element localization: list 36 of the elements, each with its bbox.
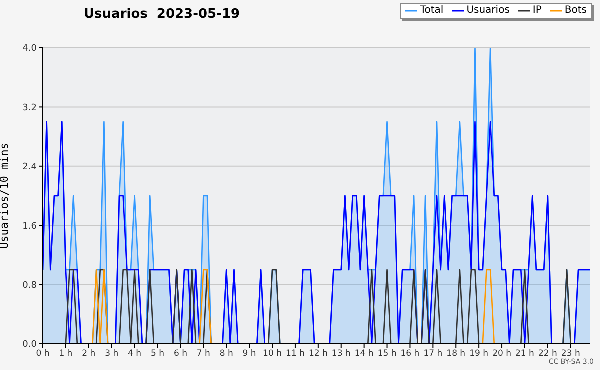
legend-label: Bots [564,4,587,18]
x-tick-label: 18 h [446,349,466,360]
x-tick-label: 1 h [59,349,73,360]
x-tick-label: 7 h [196,349,210,360]
x-tick-label: 8 h [220,349,234,360]
x-tick-label: 5 h [151,349,165,360]
y-tick-label: 0.8 [22,280,38,291]
x-tick-label: 21 h [516,349,534,360]
y-tick-label: 1.6 [22,222,38,232]
chart-title: Usuarios 2023-05-19 [84,7,240,22]
x-tick-label: 17 h [424,349,443,360]
x-tick-label: 11 h [286,349,305,360]
x-tick-label: 2 h [82,349,96,360]
y-tick-label: 2.4 [22,162,38,173]
x-tick-label: 16 h [400,349,420,360]
x-tick-label: 15 h [378,349,397,360]
y-tick-label: 4.0 [22,44,38,54]
x-tick-label: 22 h [538,349,558,360]
x-tick-label: 4 h [128,349,142,360]
x-tick-label: 14 h [354,349,374,360]
y-tick-label: 3.2 [22,103,37,114]
x-tick-label: 0 h [36,349,50,360]
x-tick-label: 9 h [242,349,256,360]
x-tick-label: 23 h [561,349,580,360]
x-tick-label: 20 h [492,349,512,360]
legend-label: Usuarios [466,4,510,18]
x-tick-label: 12 h [308,349,328,360]
legend-label: Total [420,4,444,18]
x-tick-label: 10 h [263,349,282,360]
y-axis-title: Usuarios/10 mins [0,143,11,249]
x-tick-label: 13 h [332,349,351,360]
x-tick-label: 3 h [105,349,119,360]
x-tick-label: 6 h [174,349,188,360]
y-tick-label: 0.0 [22,340,38,350]
x-tick-label: 19 h [470,349,489,360]
legend-label: IP [532,4,542,18]
